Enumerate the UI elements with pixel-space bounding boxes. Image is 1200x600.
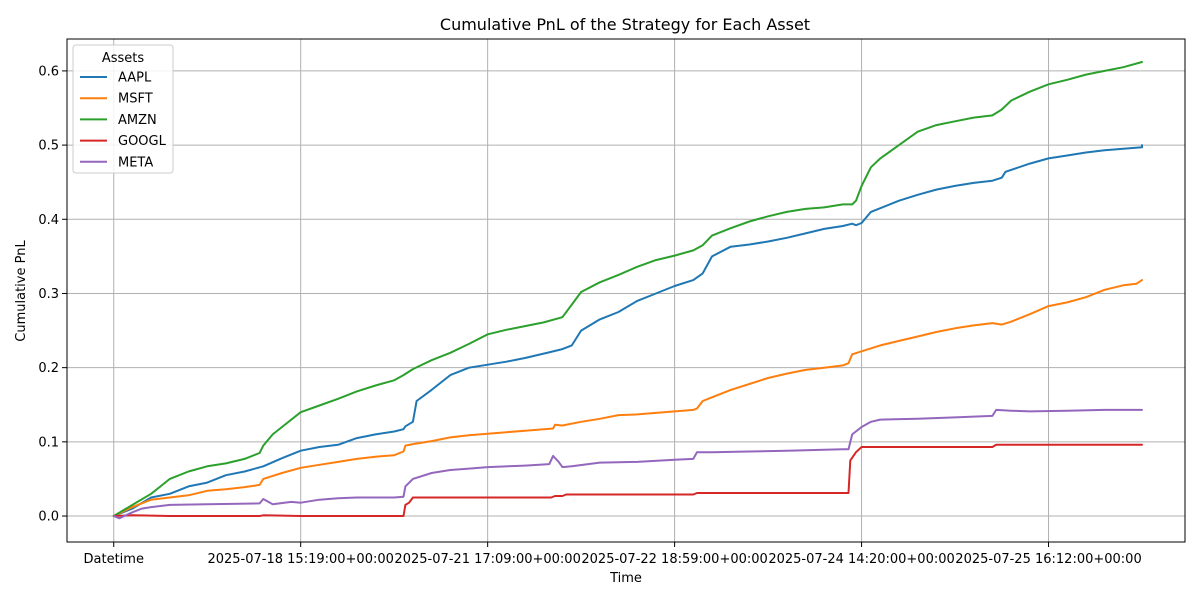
series-layer	[112, 61, 1143, 520]
y-tick-label: 0.1	[38, 435, 59, 450]
x-axis-label: Time	[609, 571, 642, 586]
y-tick-label: 0.4	[38, 213, 59, 228]
plot-frame	[66, 38, 1186, 543]
y-axis-label: Cumulative PnL	[14, 240, 29, 342]
y-axis: 0.0 0.1 0.2 0.3 0.4 0.5 0.6	[38, 64, 67, 525]
x-tick-label: 2025-07-18 15:19:00+00:00	[207, 552, 393, 567]
x-tick-label: 2025-07-22 18:59:00+00:00	[581, 552, 767, 567]
y-tick-label: 0.2	[38, 361, 59, 376]
x-axis: Datetime 2025-07-18 15:19:00+00:00 2025-07…	[84, 542, 1142, 567]
x-tick-label: 2025-07-25 16:12:00+00:00	[955, 552, 1141, 567]
legend-label-googl: GOOGL	[118, 134, 167, 149]
y-tick-label: 0.6	[38, 64, 59, 79]
legend-title: Assets	[102, 51, 145, 66]
y-tick-label: 0.5	[38, 139, 59, 154]
y-tick-label: 0.0	[38, 510, 59, 525]
series-line-amzn	[112, 61, 1143, 517]
series-line-msft	[112, 279, 1143, 517]
series-line-aapl	[112, 144, 1143, 517]
series-line-googl	[112, 443, 1143, 517]
legend-label-aapl: AAPL	[118, 71, 152, 86]
series-line-meta	[112, 408, 1143, 520]
grid	[67, 39, 1185, 542]
x-tick-label: 2025-07-24 14:20:00+00:00	[768, 552, 954, 567]
x-tick-label: Datetime	[84, 552, 144, 567]
chart-title: Cumulative PnL of the Strategy for Each …	[440, 15, 810, 34]
y-tick-label: 0.3	[38, 287, 59, 302]
legend-label-amzn: AMZN	[118, 113, 157, 128]
legend-label-msft: MSFT	[118, 92, 153, 107]
legend-label-meta: META	[118, 155, 153, 170]
legend-items: AAPL MSFT AMZN GOOGL META	[80, 71, 167, 170]
x-tick-label: 2025-07-21 17:09:00+00:00	[394, 552, 580, 567]
legend: Assets AAPL MSFT AMZN GOOGL META	[72, 44, 174, 174]
